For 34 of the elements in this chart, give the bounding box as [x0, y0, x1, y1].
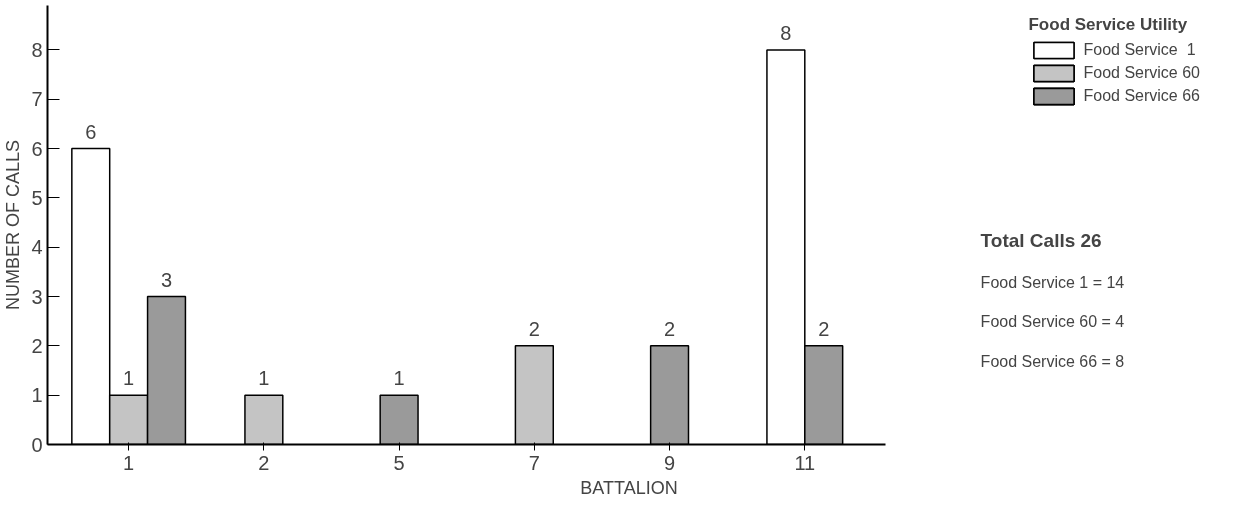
- legend-label: Food Service 66: [1083, 87, 1200, 105]
- x-tick-label: 11: [794, 451, 816, 474]
- x-tick-label: 1: [123, 451, 135, 474]
- y-tick-label: 2: [31, 334, 43, 357]
- legend-label: Food Service 1: [1083, 41, 1196, 59]
- y-tick-label: 0: [31, 433, 43, 456]
- data-label: 2: [664, 317, 676, 340]
- y-tick-label: 7: [31, 88, 43, 111]
- text: Total Calls 26: [980, 230, 1102, 252]
- data-label: 1: [393, 367, 405, 390]
- y-tick-label: 6: [31, 137, 43, 160]
- x-tick-label: 2: [258, 451, 270, 474]
- x-tick-label: 5: [393, 451, 405, 474]
- x-tick-label: 7: [528, 451, 540, 474]
- y-axis-title: NUMBER OF CALLS: [3, 139, 24, 311]
- y-tick-label: 5: [31, 186, 43, 209]
- data-label: 2: [818, 317, 830, 340]
- data-label: 1: [258, 367, 270, 390]
- y-tick-label: 8: [31, 38, 43, 61]
- y-tick-label: 3: [31, 285, 43, 308]
- data-label: 8: [780, 21, 792, 44]
- x-tick-label: 9: [664, 451, 676, 474]
- y-tick-label: 1: [31, 384, 43, 407]
- data-label: 3: [160, 268, 173, 291]
- data-label: 1: [123, 367, 135, 390]
- data-label: 2: [528, 317, 540, 340]
- legend-title: Food Service Utility: [1028, 15, 1189, 35]
- text: Food Service 1 = 14: [980, 273, 1125, 291]
- legend-label: Food Service 60: [1083, 64, 1200, 82]
- y-tick-label: 4: [31, 236, 43, 259]
- x-axis-title: BATTALION: [580, 477, 678, 498]
- data-label: 6: [85, 120, 97, 143]
- text: Food Service 66 = 8: [980, 352, 1125, 370]
- text: Food Service 60 = 4: [980, 313, 1125, 331]
